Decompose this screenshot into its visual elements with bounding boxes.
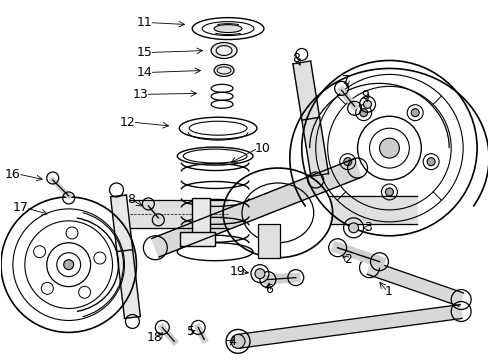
Text: 15: 15: [136, 46, 152, 59]
Polygon shape: [237, 305, 461, 348]
Text: 11: 11: [136, 16, 152, 29]
Text: 6: 6: [264, 283, 272, 296]
Circle shape: [410, 109, 418, 117]
Polygon shape: [366, 261, 463, 306]
Text: 16: 16: [5, 167, 21, 180]
Text: 14: 14: [136, 66, 152, 79]
Text: 12: 12: [120, 116, 135, 129]
Text: 18: 18: [146, 331, 162, 344]
Circle shape: [230, 334, 244, 348]
Text: 5: 5: [187, 325, 195, 338]
Text: 8: 8: [291, 52, 299, 65]
Ellipse shape: [211, 42, 237, 58]
Text: 1: 1: [384, 285, 391, 298]
Text: 2: 2: [344, 253, 352, 266]
Text: 19: 19: [229, 265, 244, 278]
Text: 7: 7: [341, 74, 349, 87]
Text: 4: 4: [227, 335, 235, 348]
Circle shape: [379, 138, 399, 158]
Polygon shape: [130, 200, 227, 228]
Ellipse shape: [214, 64, 234, 76]
Polygon shape: [258, 224, 279, 258]
Circle shape: [348, 223, 358, 233]
Circle shape: [426, 158, 434, 166]
Text: 17: 17: [13, 201, 29, 215]
Circle shape: [363, 100, 371, 108]
Text: 8: 8: [127, 193, 135, 206]
Polygon shape: [192, 198, 210, 238]
Text: 3: 3: [364, 221, 372, 234]
Circle shape: [385, 188, 393, 196]
Polygon shape: [180, 232, 215, 246]
Circle shape: [359, 109, 367, 117]
Text: 10: 10: [254, 141, 270, 155]
Polygon shape: [292, 61, 328, 176]
Circle shape: [63, 260, 74, 270]
Ellipse shape: [214, 24, 242, 32]
Text: 13: 13: [132, 88, 148, 101]
Text: 9: 9: [361, 89, 369, 102]
Polygon shape: [329, 196, 416, 224]
Polygon shape: [151, 159, 361, 257]
Circle shape: [343, 158, 351, 166]
Polygon shape: [110, 195, 140, 318]
Circle shape: [254, 269, 264, 279]
